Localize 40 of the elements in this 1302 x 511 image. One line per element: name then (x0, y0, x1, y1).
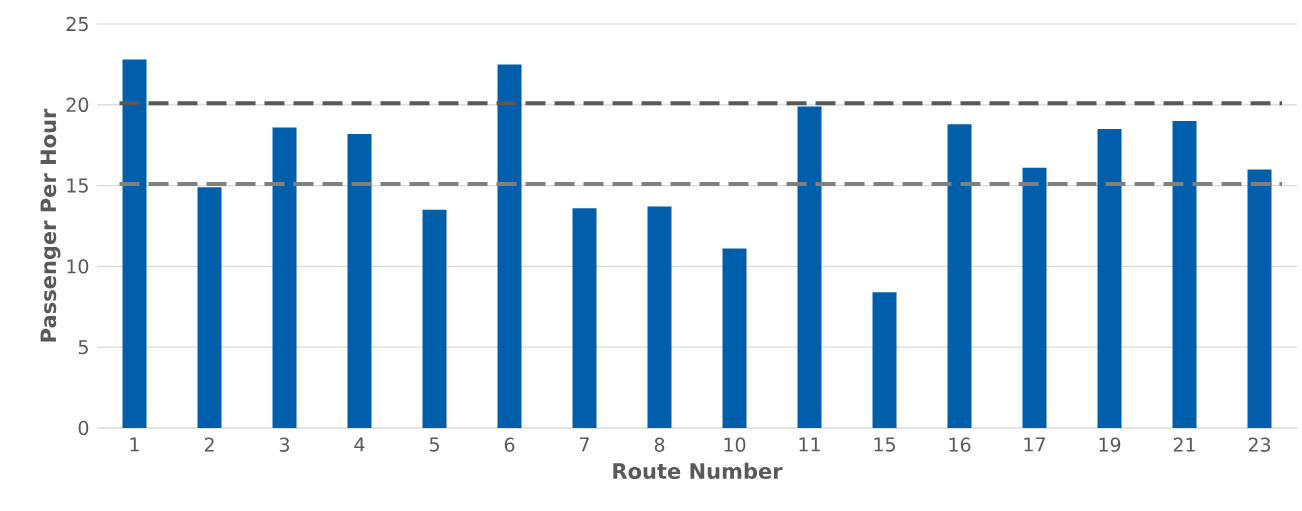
bar (947, 124, 972, 428)
y-tick-label: 0 (78, 420, 89, 436)
x-tick-label: 1 (130, 437, 139, 452)
bar (197, 187, 222, 428)
y-tick-label: 25 (66, 16, 88, 32)
y-tick-label: 10 (67, 259, 89, 274)
x-tick-label: 16 (949, 437, 971, 452)
x-tick-label: 15 (874, 437, 895, 452)
bar (647, 206, 672, 428)
y-tick-label: 5 (78, 340, 88, 355)
bar (347, 133, 372, 428)
bar (572, 208, 597, 428)
x-tick-label: 10 (724, 437, 746, 452)
bar (422, 209, 447, 428)
y-tick-label: 15 (67, 178, 88, 193)
x-tick-label: 8 (654, 437, 665, 452)
bar (1247, 169, 1272, 428)
x-tick-label: 6 (504, 437, 515, 452)
x-tick-label: 5 (429, 437, 439, 452)
x-tick-label: 17 (1024, 437, 1045, 452)
bar (1022, 167, 1047, 428)
x-tick-label: 19 (1099, 437, 1121, 452)
y-tick-label: 20 (66, 97, 89, 112)
bar (722, 248, 747, 428)
bar (497, 64, 522, 428)
bar (272, 127, 297, 428)
bar (797, 106, 822, 428)
x-tick-label: 4 (354, 437, 365, 452)
bar (1172, 120, 1197, 428)
x-tick-label: 11 (799, 437, 820, 452)
x-tick-label: 2 (204, 437, 214, 452)
bar (1097, 129, 1122, 428)
bar (872, 292, 897, 428)
x-tick-label: 7 (580, 437, 589, 452)
x-tick-label: 3 (279, 437, 290, 452)
x-tick-label: 23 (1248, 437, 1271, 452)
bar (122, 59, 147, 428)
x-axis-title: Route Number (613, 462, 783, 479)
x-tick-label: 21 (1173, 437, 1195, 452)
y-axis-title: Passenger Per Hour (40, 108, 61, 342)
